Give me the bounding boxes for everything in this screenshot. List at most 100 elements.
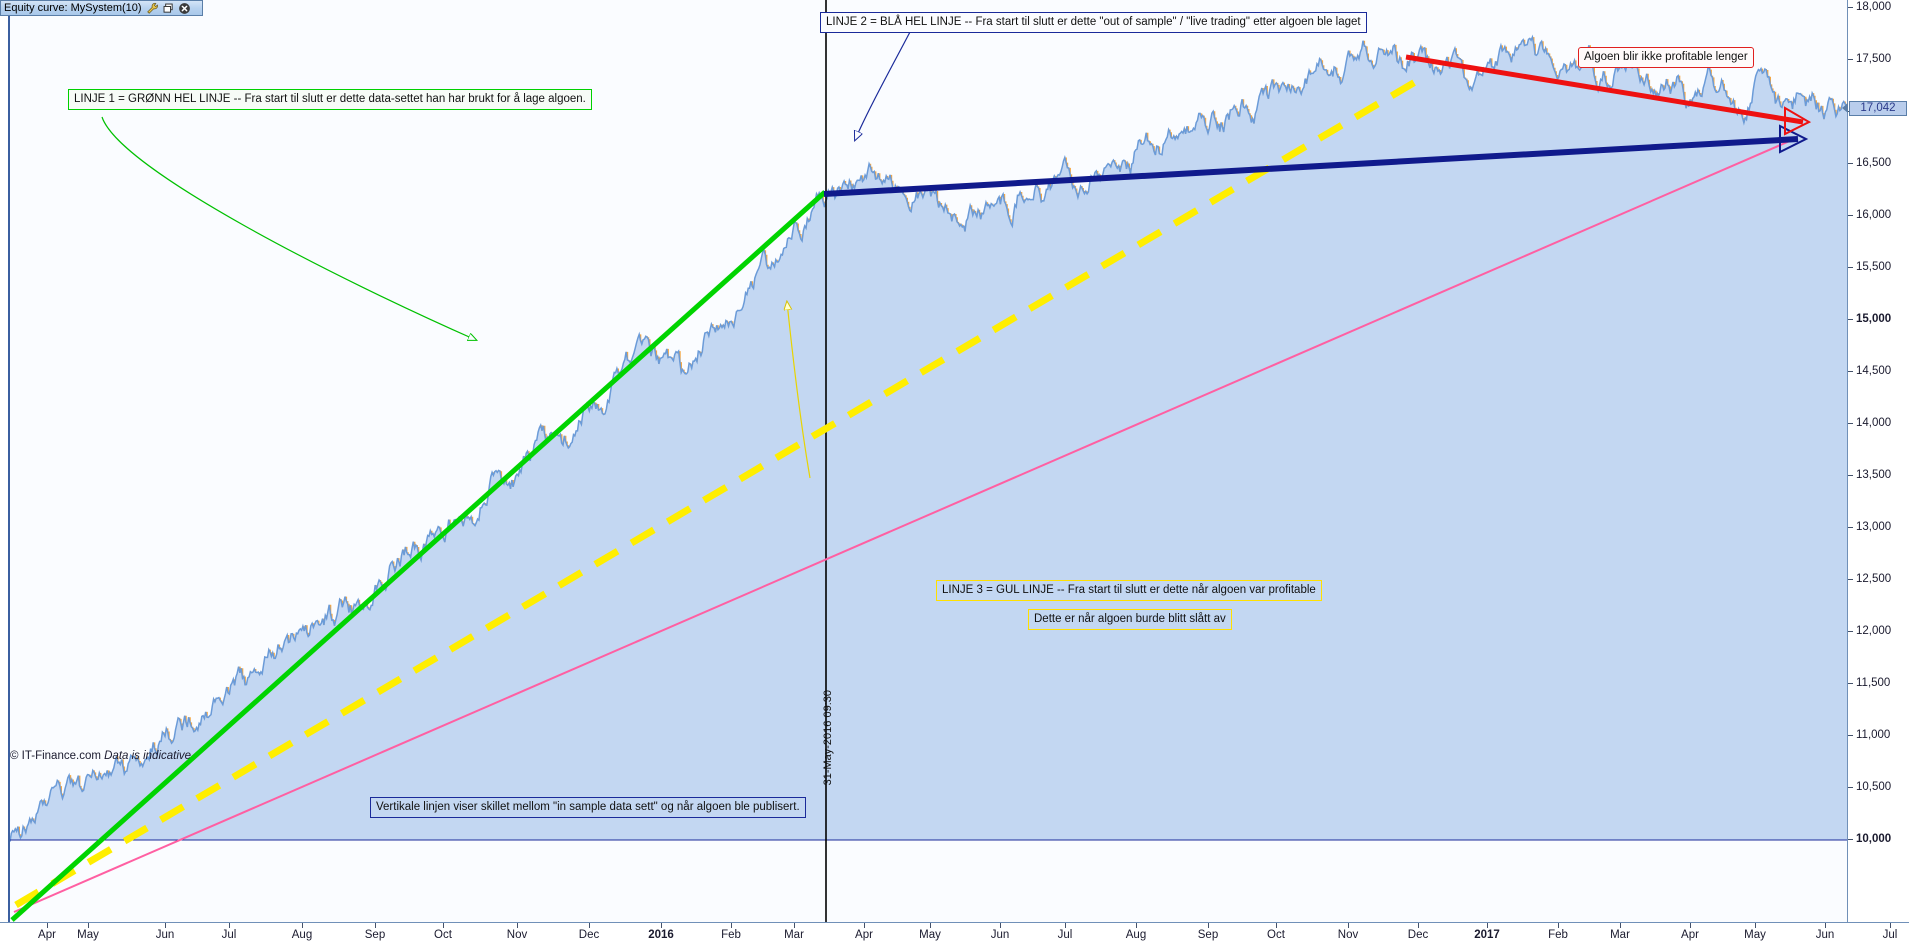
annotation-vertical-divider-note[interactable]: Vertikale linjen viser skillet mellom "i… bbox=[370, 797, 806, 818]
annotation-line2-blue[interactable]: LINJE 2 = BLÅ HEL LINJE -- Fra start til… bbox=[820, 12, 1367, 33]
chart-svg bbox=[10, 0, 1847, 922]
time-tick-Apr: Apr bbox=[1681, 929, 1699, 941]
tick-mark bbox=[1848, 59, 1853, 60]
time-tick-Dec: Dec bbox=[1407, 929, 1429, 941]
time-tick-mark bbox=[794, 923, 795, 928]
tick-label: 13,500 bbox=[1856, 469, 1892, 481]
watermark: © IT-Finance.com Data is indicative bbox=[10, 750, 191, 762]
plot-left-edge bbox=[0, 0, 8, 922]
watermark-copyright: © IT-Finance.com bbox=[10, 750, 101, 762]
annotation-line3-yellow-text: LINJE 3 = GUL LINJE -- Fra start til slu… bbox=[942, 584, 1316, 596]
blue-line-arrowhead bbox=[1779, 124, 1809, 154]
price-tick-10500: 10,500 bbox=[1848, 781, 1909, 795]
time-tick-mark bbox=[88, 923, 89, 928]
watermark-note: Data is indicative bbox=[104, 750, 192, 762]
time-tick-mark bbox=[1890, 923, 1891, 928]
time-tick-mark bbox=[1276, 923, 1277, 928]
annotation-red-decline-note[interactable]: Algoen blir ikke profitable lenger bbox=[1578, 47, 1754, 68]
time-tick-Sep: Sep bbox=[364, 929, 386, 941]
price-tick-15500: 15,500 bbox=[1848, 261, 1909, 275]
blue-out-of-sample-line bbox=[823, 136, 1799, 197]
time-tick-mark bbox=[165, 923, 166, 928]
time-tick-Feb: Feb bbox=[1548, 929, 1568, 941]
tick-label: 12,500 bbox=[1856, 573, 1892, 585]
tick-mark bbox=[1848, 319, 1853, 320]
tick-mark bbox=[1848, 163, 1853, 164]
price-axis[interactable]: 18,00017,50017,00016,50016,00015,50015,0… bbox=[1842, 0, 1909, 922]
window-titlebar[interactable]: Equity curve: MySystem(10) bbox=[0, 0, 203, 16]
price-tick-13500: 13,500 bbox=[1848, 469, 1909, 483]
time-tick-mark bbox=[302, 923, 303, 928]
time-tick-Nov: Nov bbox=[1337, 929, 1359, 941]
time-tick-Jun: Jun bbox=[990, 929, 1010, 941]
price-tick-16500: 16,500 bbox=[1848, 157, 1909, 171]
tick-label: 10,000 bbox=[1856, 833, 1892, 845]
time-tick-mark bbox=[589, 923, 590, 928]
price-tick-12000: 12,000 bbox=[1848, 625, 1909, 639]
annotation-line3-yellow-sub[interactable]: Dette er når algoen burde blitt slått av bbox=[1028, 609, 1232, 630]
time-tick-Feb: Feb bbox=[721, 929, 741, 941]
red-decline-line bbox=[1405, 54, 1804, 125]
time-tick-Jul: Jul bbox=[1882, 929, 1898, 941]
time-tick-mark bbox=[1208, 923, 1209, 928]
tick-label: 18,000 bbox=[1856, 1, 1892, 13]
time-tick-mark bbox=[1136, 923, 1137, 928]
time-tick-mark bbox=[1000, 923, 1001, 928]
wrench-icon[interactable] bbox=[146, 2, 159, 15]
time-tick-mark bbox=[443, 923, 444, 928]
time-tick-mark bbox=[1825, 923, 1826, 928]
annotation-vertical-divider-note-text: Vertikale linjen viser skillet mellom "i… bbox=[376, 801, 800, 813]
current-price-badge: 17,042 bbox=[1849, 100, 1907, 116]
time-tick-mark bbox=[864, 923, 865, 928]
tick-label: 13,000 bbox=[1856, 521, 1892, 533]
tick-label: 12,000 bbox=[1856, 625, 1892, 637]
time-tick-mark bbox=[517, 923, 518, 928]
time-tick-May: May bbox=[919, 929, 941, 941]
time-tick-mark bbox=[1487, 923, 1488, 928]
price-tick-11500: 11,500 bbox=[1848, 677, 1909, 691]
green-in-sample-line bbox=[10, 190, 827, 922]
tick-mark bbox=[1848, 371, 1853, 372]
time-axis[interactable]: Apr May Jun Jul Aug Sep Oct Nov Dec 2016 Feb Mar Apr… bbox=[0, 922, 1909, 943]
green-annotation-leader bbox=[101, 116, 476, 340]
time-tick-mark bbox=[47, 923, 48, 928]
time-tick-mark bbox=[731, 923, 732, 928]
yellow-profitable-line bbox=[14, 74, 1424, 909]
annotation-line3-yellow[interactable]: LINJE 3 = GUL LINJE -- Fra start til slu… bbox=[936, 580, 1322, 601]
annotation-line1-green[interactable]: LINJE 1 = GRØNN HEL LINJE -- Fra start t… bbox=[68, 89, 592, 110]
price-tick-18000: 18,000 bbox=[1848, 1, 1909, 15]
window-title: Equity curve: MySystem(10) bbox=[4, 1, 142, 14]
time-tick-mark bbox=[1558, 923, 1559, 928]
time-tick-mark bbox=[1755, 923, 1756, 928]
titlebar-icon-group bbox=[146, 2, 191, 15]
time-tick-mark bbox=[229, 923, 230, 928]
tick-mark bbox=[1848, 579, 1853, 580]
close-icon[interactable] bbox=[178, 2, 191, 15]
tick-mark bbox=[1848, 631, 1853, 632]
time-tick-Nov: Nov bbox=[506, 929, 528, 941]
time-tick-May: May bbox=[1744, 929, 1766, 941]
time-tick-Aug: Aug bbox=[291, 929, 313, 941]
time-tick-mark bbox=[375, 923, 376, 928]
restore-icon[interactable] bbox=[162, 2, 175, 15]
time-tick-mark bbox=[661, 923, 662, 928]
time-tick-Aug: Aug bbox=[1125, 929, 1147, 941]
tick-label: 11,500 bbox=[1856, 677, 1891, 689]
time-tick-mark bbox=[1690, 923, 1691, 928]
time-tick-Mar: Mar bbox=[784, 929, 804, 941]
tick-label: 17,500 bbox=[1856, 53, 1892, 65]
vertical-line-date-label: 31-May-2016 09:30 bbox=[822, 690, 834, 786]
tick-mark bbox=[1848, 423, 1853, 424]
tick-mark bbox=[1848, 787, 1853, 788]
tick-label: 11,000 bbox=[1856, 729, 1891, 741]
tick-mark bbox=[1848, 527, 1853, 528]
tick-label: 16,500 bbox=[1856, 157, 1892, 169]
tick-mark bbox=[1848, 839, 1853, 840]
yellow-annotation-leader bbox=[787, 302, 811, 479]
price-tick-12500: 12,500 bbox=[1848, 573, 1909, 587]
chart-plot-area[interactable] bbox=[8, 0, 1847, 922]
tick-label: 15,000 bbox=[1856, 313, 1892, 325]
tick-mark bbox=[1848, 7, 1853, 8]
price-tick-14000: 14,000 bbox=[1848, 417, 1909, 431]
